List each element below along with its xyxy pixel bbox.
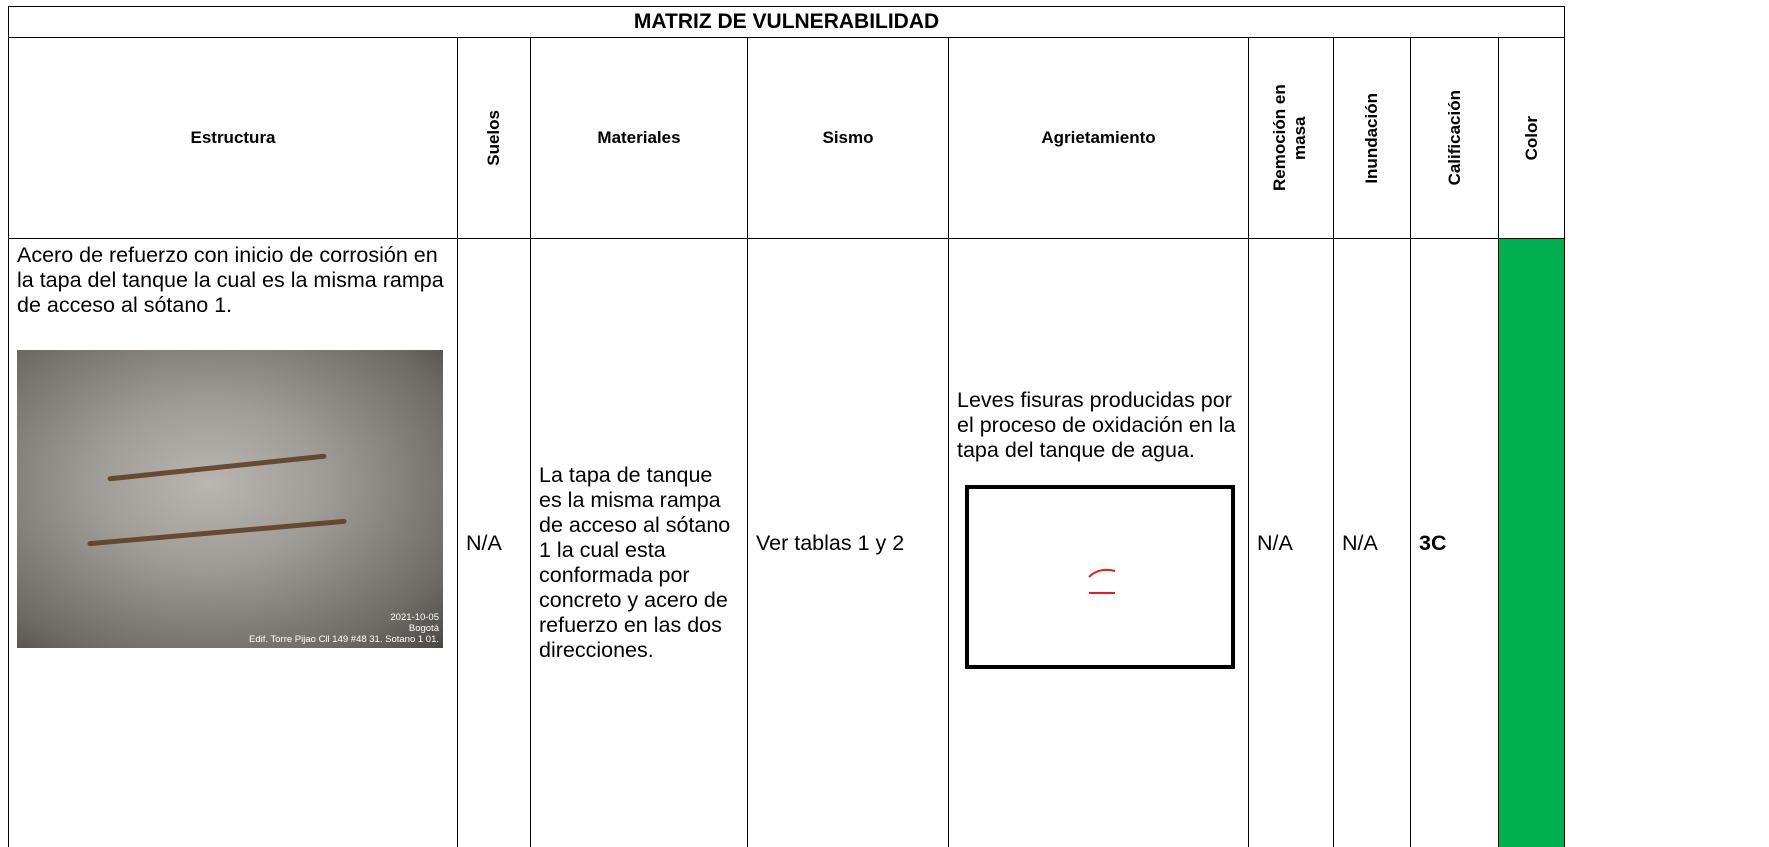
cell: Acero de refuerzo con inicio de corrosió… [9, 239, 458, 847]
sketch-box [965, 485, 1235, 669]
caption-line: Edif. Torre Pijao Cll 149 #48 31. Sotano… [249, 634, 439, 645]
column-header: Sismo [748, 38, 949, 239]
column-header: Suelos [458, 38, 531, 239]
photo: 2021-10-05 Bogotá Edif. Torre Pijao Cll … [17, 350, 443, 648]
column-header: Inundación [1334, 38, 1411, 239]
vulnerability-table: MATRIZ DE VULNERABILIDAD Estructura Suel… [8, 6, 1565, 847]
vertical-label: Inundación [1362, 93, 1382, 184]
cell: N/A [458, 239, 531, 847]
vertical-label: Color [1522, 116, 1542, 160]
column-header: Remoción en masa [1249, 38, 1334, 239]
page: MATRIZ DE VULNERABILIDAD Estructura Suel… [0, 0, 1769, 809]
sketch [969, 489, 1231, 665]
column-header: Materiales [531, 38, 748, 239]
cell-text: Acero de refuerzo con inicio de corrosió… [17, 243, 449, 318]
column-header: Calificación [1411, 38, 1499, 239]
column-header: Agrietamiento [949, 38, 1249, 239]
column-header: Color [1499, 38, 1565, 239]
cell: Ver tablas 1 y 2 [748, 239, 949, 847]
vertical-label: Calificación [1445, 90, 1465, 185]
vertical-label: Suelos [484, 110, 504, 166]
cell: N/A [1334, 239, 1411, 847]
table-title: MATRIZ DE VULNERABILIDAD [9, 7, 1565, 38]
color-cell [1499, 239, 1565, 847]
caption-line: Bogotá [249, 623, 439, 634]
column-header: Estructura [9, 38, 458, 239]
cell-text: Leves fisuras producidas por el proceso … [957, 388, 1240, 463]
cell: N/A [1249, 239, 1334, 847]
cell: 3C [1411, 239, 1499, 847]
photo-caption: 2021-10-05 Bogotá Edif. Torre Pijao Cll … [249, 612, 439, 645]
vertical-label: Remoción en masa [1270, 68, 1312, 208]
cell: La tapa de tanque es la misma rampa de a… [531, 239, 748, 847]
caption-line: 2021-10-05 [249, 612, 439, 623]
cell: Leves fisuras producidas por el proceso … [949, 239, 1249, 847]
